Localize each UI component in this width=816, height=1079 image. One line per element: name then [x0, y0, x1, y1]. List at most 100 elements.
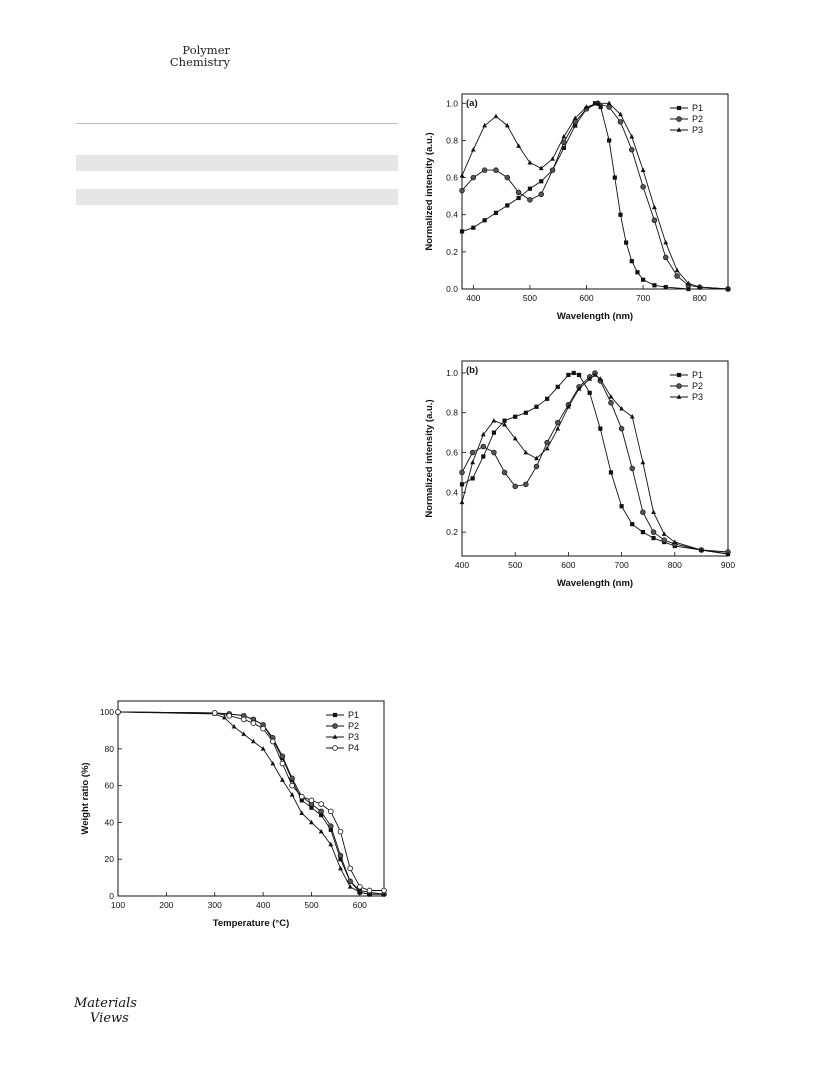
data-point-P2 [544, 439, 550, 446]
y-tick-label: 1.0 [446, 98, 458, 108]
data-point-P3 [640, 167, 646, 172]
data-point-P2 [459, 469, 465, 476]
data-point-P2 [470, 174, 477, 181]
y-axis-title: Weight ratio (%) [80, 762, 91, 834]
data-point-P3 [241, 731, 247, 736]
data-point-P3 [482, 122, 488, 128]
logo-line2: Views [90, 1011, 129, 1026]
data-point-P3 [459, 173, 465, 178]
data-point-P3 [502, 421, 507, 427]
data-point-P3 [672, 539, 678, 544]
x-tick-label: 500 [508, 560, 522, 570]
journal-name-line1: Polymer [182, 43, 230, 57]
data-point-P3 [592, 372, 598, 377]
data-point-P3 [309, 819, 314, 825]
data-point-P3 [652, 204, 657, 210]
data-point-P2 [318, 808, 324, 815]
data-point-P4 [381, 887, 387, 894]
data-point-P1 [607, 138, 612, 143]
data-point-P3 [608, 394, 614, 399]
data-point-P2 [629, 465, 635, 472]
journal-name: Polymer Chemistry [150, 44, 230, 68]
y-tick-label: 0.2 [446, 247, 458, 257]
data-point-P2 [504, 174, 511, 181]
data-point-P4 [357, 884, 363, 890]
data-point-P4 [328, 808, 334, 815]
data-point-P2 [337, 852, 344, 859]
data-point-P3 [619, 406, 624, 411]
data-point-P4 [115, 709, 121, 715]
series-P3: P3 [459, 100, 731, 291]
legend-marker [676, 394, 682, 399]
data-point-P3 [697, 284, 703, 289]
x-tick-label: 500 [304, 900, 318, 910]
data-point-P4 [337, 828, 344, 835]
data-point-P4 [289, 782, 295, 789]
legend-marker [332, 723, 338, 729]
data-point-P2 [640, 184, 646, 190]
data-point-P3 [527, 160, 533, 165]
legend-label: P3 [692, 392, 703, 402]
y-tick-label: 0.8 [446, 135, 458, 145]
data-point-P3 [550, 156, 555, 161]
x-tick-label: 400 [466, 293, 480, 303]
data-point-P2 [527, 197, 533, 203]
x-tick-label: 300 [208, 900, 222, 910]
data-point-P3 [470, 147, 476, 152]
series-line-P4 [117, 711, 384, 891]
journal-name-line2: Chemistry [169, 55, 230, 69]
y-tick-label: 20 [105, 854, 115, 864]
legend-marker [676, 383, 682, 389]
data-point-P3 [663, 239, 669, 245]
data-point-P2 [481, 167, 488, 173]
data-point-P1 [592, 101, 598, 106]
data-point-P1 [481, 454, 486, 459]
data-point-P3 [318, 828, 324, 834]
data-point-P1 [598, 104, 603, 110]
x-tick-label: 700 [636, 293, 650, 303]
series-P2: P2 [115, 709, 387, 897]
data-point-P3 [381, 891, 387, 896]
data-point-P4 [211, 710, 218, 716]
data-point-P1 [493, 210, 499, 215]
data-point-P1 [482, 218, 487, 223]
data-point-P4 [347, 865, 353, 872]
data-point-P1 [534, 404, 539, 409]
data-point-P1 [309, 805, 314, 810]
logo-line1: Materials [74, 996, 137, 1011]
x-tick-label: 600 [579, 293, 593, 303]
data-point-P2 [662, 254, 669, 261]
data-point-P3 [289, 792, 295, 797]
plot-frame [461, 360, 729, 557]
data-point-P3 [512, 435, 518, 441]
data-point-P1 [566, 372, 571, 378]
series-P4: P4 [115, 709, 387, 894]
series-P3: P3 [459, 372, 731, 556]
data-point-P2 [533, 463, 540, 470]
data-point-P4 [250, 720, 257, 726]
data-point-P3 [618, 111, 623, 117]
data-point-P1 [470, 476, 475, 481]
x-tick-label: 600 [353, 900, 367, 910]
data-point-P3 [516, 143, 521, 148]
panel-label: (b) [466, 365, 478, 376]
data-point-P2 [347, 878, 353, 885]
legend-label: P1 [692, 370, 703, 380]
data-point-P4 [240, 716, 247, 723]
data-point-P1 [612, 175, 617, 180]
plot-frame [117, 700, 385, 897]
data-point-P1 [629, 259, 634, 264]
data-point-P1 [624, 240, 629, 245]
x-tick-label: 100 [111, 900, 125, 910]
absorption-chart-svg: 400 500 600 700 800 0.0 0.2 0.4 0.6 0.8 1.0 Wavelen… [424, 93, 731, 322]
legend-marker [332, 734, 338, 739]
legend-label: P3 [692, 125, 703, 135]
data-point-P3 [597, 376, 603, 381]
data-point-P3 [629, 134, 635, 139]
legend-marker [676, 116, 682, 122]
y-tick-label: 0.0 [446, 284, 458, 294]
y-tick-label: 1.0 [446, 368, 458, 378]
data-point-P1 [561, 145, 566, 150]
data-point-P2 [480, 443, 487, 450]
data-point-P3 [725, 286, 731, 291]
